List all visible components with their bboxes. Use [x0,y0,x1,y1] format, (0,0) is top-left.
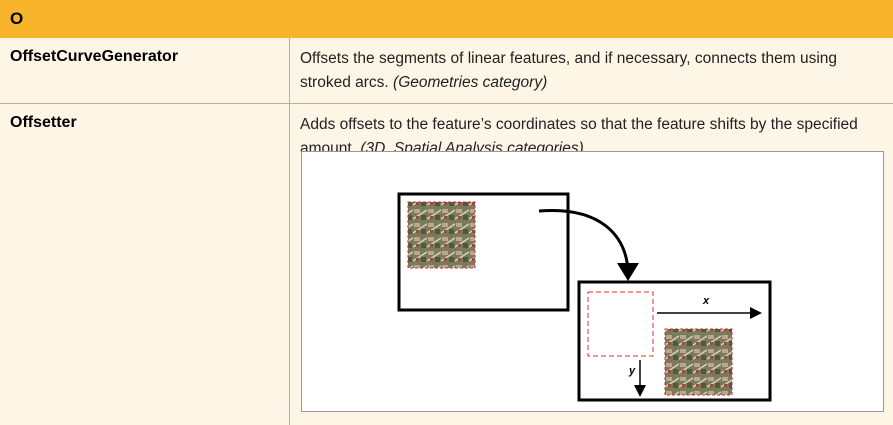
description-text: Offsets the segments of linear features,… [300,50,838,91]
x-label: x [702,295,710,307]
category-text: (Geometries category) [393,74,548,91]
aerial-image [664,328,733,396]
transformer-name: Offsetter [10,114,77,131]
arrow-head [617,263,639,281]
transformer-description: Offsets the segments of linear features,… [300,47,870,95]
original-position [587,291,654,357]
figure: x y [301,151,884,412]
aerial-image [407,201,476,269]
table-row: OffsetCurveGenerator Offsets the segment… [0,38,893,104]
column-divider [289,104,290,425]
curved-arrow [538,208,630,272]
transformer-name: OffsetCurveGenerator [10,48,179,65]
section-title: O [10,9,24,28]
y-label: y [628,365,636,377]
column-divider [289,38,290,103]
result-frame [577,280,772,402]
section-header: O [0,0,893,38]
